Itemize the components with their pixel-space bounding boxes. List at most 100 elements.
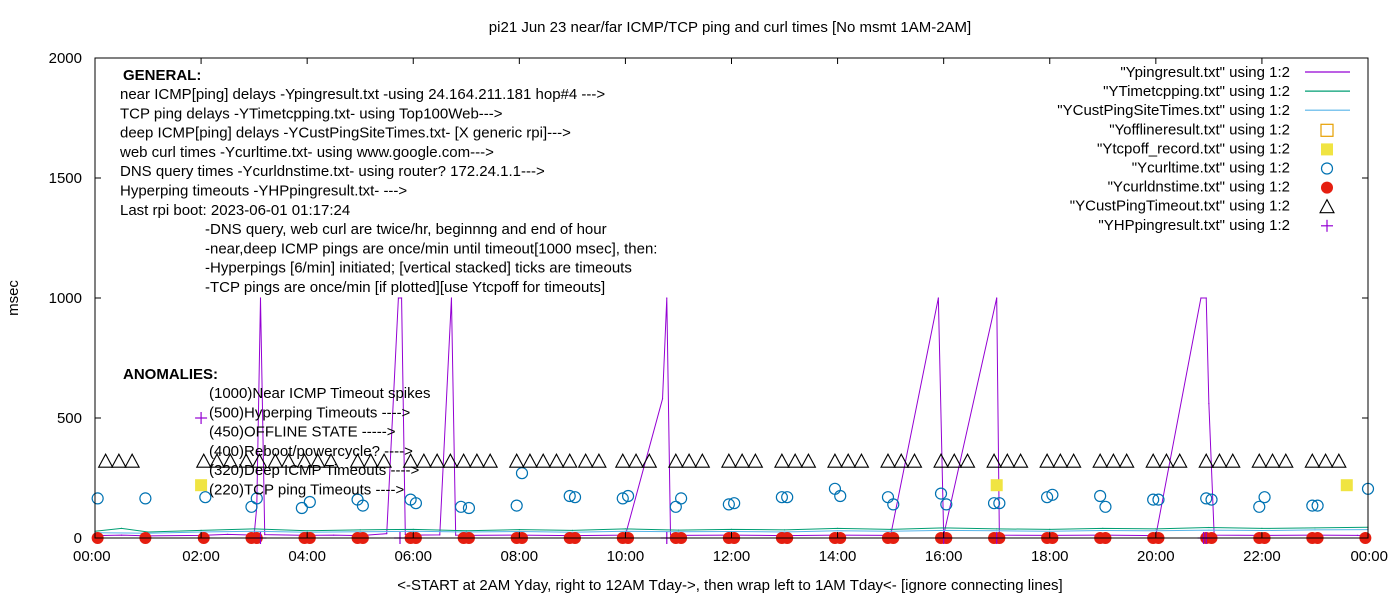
marker-shape bbox=[722, 498, 735, 511]
data-point bbox=[828, 482, 842, 495]
marker-shape bbox=[1158, 453, 1175, 468]
data-point bbox=[1311, 499, 1324, 512]
legend-swatch bbox=[1319, 198, 1335, 214]
data-point bbox=[667, 453, 684, 468]
data-point bbox=[253, 530, 255, 532]
data-point bbox=[510, 499, 523, 512]
data-point bbox=[730, 530, 733, 533]
data-point bbox=[359, 529, 361, 531]
marker-shape bbox=[1052, 453, 1069, 468]
marker-shape bbox=[1277, 453, 1294, 468]
data-point bbox=[209, 453, 225, 468]
marker-shape bbox=[787, 453, 804, 468]
y-tick-label: 500 bbox=[57, 410, 82, 427]
marker-shape bbox=[621, 489, 635, 503]
marker-shape bbox=[800, 453, 817, 468]
marker-shape bbox=[1099, 500, 1112, 513]
data-point bbox=[946, 453, 963, 468]
data-point bbox=[1040, 491, 1054, 504]
marker-shape bbox=[309, 453, 326, 468]
data-point bbox=[773, 453, 790, 468]
annotations-group: GENERAL: near ICMP[ping] delays -Ypingres… bbox=[119, 67, 657, 499]
data-point bbox=[1158, 453, 1175, 468]
data-point bbox=[296, 453, 313, 468]
marker-shape bbox=[548, 453, 565, 468]
data-point bbox=[412, 530, 414, 532]
data-point bbox=[666, 297, 668, 299]
data-point bbox=[730, 528, 733, 530]
marker-shape bbox=[906, 453, 923, 468]
marker-shape bbox=[1118, 453, 1135, 468]
marker-shape bbox=[940, 498, 953, 511]
x-tick-label: 00:00 bbox=[73, 548, 111, 565]
data-point bbox=[1208, 529, 1210, 531]
marker-shape bbox=[280, 453, 297, 468]
marker-shape bbox=[775, 491, 788, 504]
legend-label: "YHPpingresult.txt" using 1:2 bbox=[1098, 217, 1290, 234]
general-line: deep ICMP[ping] delays -YCustPingSiteTim… bbox=[120, 125, 571, 142]
data-point bbox=[195, 453, 212, 468]
marker-shape bbox=[482, 453, 499, 468]
marker-shape bbox=[934, 487, 948, 500]
data-point bbox=[993, 497, 1006, 510]
marker-shape bbox=[97, 453, 114, 468]
data-point bbox=[309, 453, 326, 468]
marker-shape bbox=[1340, 479, 1353, 492]
marker-shape bbox=[880, 453, 896, 468]
general-line: web curl times -Ycurltime.txt- using www… bbox=[119, 144, 494, 161]
data-point bbox=[1356, 534, 1358, 536]
data-point bbox=[986, 453, 1002, 468]
data-point bbox=[853, 453, 870, 468]
data-point bbox=[934, 487, 948, 500]
data-point bbox=[1317, 453, 1334, 468]
marker-shape bbox=[362, 453, 379, 468]
data-point bbox=[1012, 453, 1029, 468]
data-point bbox=[455, 453, 472, 468]
data-point bbox=[1171, 453, 1188, 468]
marker-shape bbox=[987, 497, 1001, 510]
marker-shape bbox=[1321, 181, 1333, 194]
series-6 bbox=[97, 453, 1347, 468]
data-point bbox=[442, 453, 459, 468]
data-point bbox=[1340, 479, 1353, 492]
data-point bbox=[1304, 453, 1321, 468]
data-point bbox=[1105, 453, 1122, 468]
x-tick-label: 00:00 bbox=[1350, 548, 1388, 565]
data-point bbox=[1099, 500, 1112, 513]
marker-shape bbox=[1105, 453, 1122, 468]
marker-shape bbox=[1306, 499, 1319, 512]
data-point bbox=[518, 530, 520, 533]
marker-shape bbox=[667, 453, 684, 468]
data-point bbox=[1224, 453, 1241, 468]
marker-shape bbox=[1147, 493, 1160, 506]
y-axis-label: msec bbox=[5, 280, 22, 316]
data-point bbox=[1261, 529, 1263, 532]
x-tick-label: 12:00 bbox=[713, 548, 751, 565]
marker-shape bbox=[614, 453, 631, 468]
marker-shape bbox=[535, 453, 552, 468]
data-point bbox=[250, 492, 263, 505]
marker-shape bbox=[1200, 492, 1213, 505]
marker-shape bbox=[1253, 500, 1266, 513]
marker-shape bbox=[881, 491, 895, 504]
data-point bbox=[386, 533, 388, 535]
data-point bbox=[563, 489, 576, 503]
marker-shape bbox=[295, 501, 308, 515]
data-point bbox=[996, 297, 998, 299]
marker-shape bbox=[694, 453, 711, 468]
marker-shape bbox=[828, 482, 842, 495]
data-point bbox=[561, 453, 578, 468]
data-point bbox=[661, 398, 664, 400]
data-point bbox=[1147, 493, 1160, 506]
x-axis-label: <-START at 2AM Yday, right to 12AM Tday-… bbox=[397, 577, 1062, 594]
y-tick-label: 1500 bbox=[49, 170, 82, 187]
data-point bbox=[450, 297, 453, 299]
legend-swatch bbox=[1320, 123, 1334, 137]
data-point bbox=[147, 531, 149, 533]
marker-shape bbox=[91, 492, 104, 505]
marker-shape bbox=[669, 500, 682, 513]
series-4 bbox=[91, 467, 1375, 515]
data-point bbox=[535, 453, 552, 468]
marker-shape bbox=[409, 497, 423, 510]
